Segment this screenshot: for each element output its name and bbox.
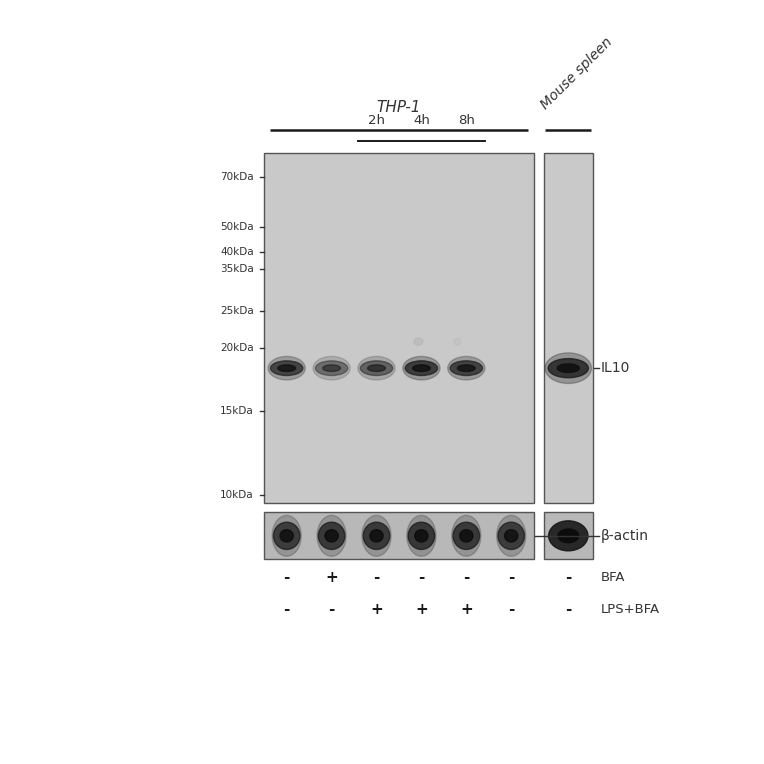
Ellipse shape [363, 522, 390, 549]
Ellipse shape [414, 338, 423, 345]
Text: 20kDa: 20kDa [220, 342, 254, 352]
Text: Mouse spleen: Mouse spleen [539, 35, 616, 112]
Text: THP-1: THP-1 [377, 100, 421, 115]
Ellipse shape [270, 361, 303, 376]
Text: 50kDa: 50kDa [220, 222, 254, 232]
Text: 15kDa: 15kDa [220, 406, 254, 416]
Text: 8h: 8h [458, 114, 474, 127]
Text: 10kDa: 10kDa [220, 490, 254, 500]
Ellipse shape [452, 516, 481, 556]
Ellipse shape [367, 365, 385, 371]
Ellipse shape [268, 356, 306, 380]
Ellipse shape [413, 365, 430, 371]
Text: BFA: BFA [601, 571, 625, 584]
Text: -: - [374, 569, 380, 584]
Text: +: + [460, 602, 473, 617]
Ellipse shape [403, 356, 440, 380]
Ellipse shape [278, 365, 296, 371]
Ellipse shape [557, 364, 579, 373]
Ellipse shape [361, 361, 393, 376]
Text: +: + [325, 569, 338, 584]
Text: -: - [565, 602, 571, 617]
Ellipse shape [317, 516, 346, 556]
Ellipse shape [448, 356, 485, 380]
Text: LPS+BFA: LPS+BFA [601, 603, 659, 616]
Text: 40kDa: 40kDa [220, 247, 254, 257]
Ellipse shape [497, 516, 526, 556]
Text: -: - [463, 569, 470, 584]
Ellipse shape [370, 529, 383, 542]
Ellipse shape [274, 522, 300, 549]
Text: -: - [283, 602, 290, 617]
Ellipse shape [362, 516, 391, 556]
Text: -: - [508, 569, 514, 584]
Ellipse shape [319, 522, 345, 549]
Ellipse shape [415, 529, 428, 542]
Bar [264, 513, 533, 559]
Ellipse shape [545, 353, 591, 384]
Ellipse shape [453, 522, 480, 549]
Ellipse shape [454, 338, 461, 345]
Text: -: - [283, 569, 290, 584]
Ellipse shape [316, 361, 348, 376]
Ellipse shape [549, 521, 588, 551]
Text: -: - [418, 569, 425, 584]
Ellipse shape [325, 529, 338, 542]
Text: -: - [508, 602, 514, 617]
Text: +: + [415, 602, 428, 617]
Text: 2h: 2h [368, 114, 385, 127]
Ellipse shape [322, 365, 341, 371]
Text: -: - [329, 602, 335, 617]
Ellipse shape [498, 522, 524, 549]
Text: +: + [370, 602, 383, 617]
Ellipse shape [558, 529, 578, 542]
Ellipse shape [458, 365, 475, 371]
Ellipse shape [460, 529, 473, 542]
Text: 25kDa: 25kDa [220, 306, 254, 316]
Ellipse shape [405, 361, 438, 376]
Bar [544, 513, 593, 559]
Ellipse shape [548, 358, 588, 377]
Ellipse shape [504, 529, 518, 542]
Ellipse shape [313, 356, 350, 380]
Ellipse shape [280, 529, 293, 542]
Text: 35kDa: 35kDa [220, 264, 254, 274]
Ellipse shape [406, 516, 436, 556]
Text: 70kDa: 70kDa [220, 172, 254, 182]
Text: IL10: IL10 [601, 361, 630, 375]
Bar [264, 154, 533, 503]
Text: β-actin: β-actin [601, 529, 649, 543]
Ellipse shape [358, 356, 395, 380]
Text: 4h: 4h [413, 114, 430, 127]
Text: -: - [565, 569, 571, 584]
Bar [544, 154, 593, 503]
Ellipse shape [450, 361, 483, 376]
Ellipse shape [408, 522, 435, 549]
Ellipse shape [272, 516, 301, 556]
